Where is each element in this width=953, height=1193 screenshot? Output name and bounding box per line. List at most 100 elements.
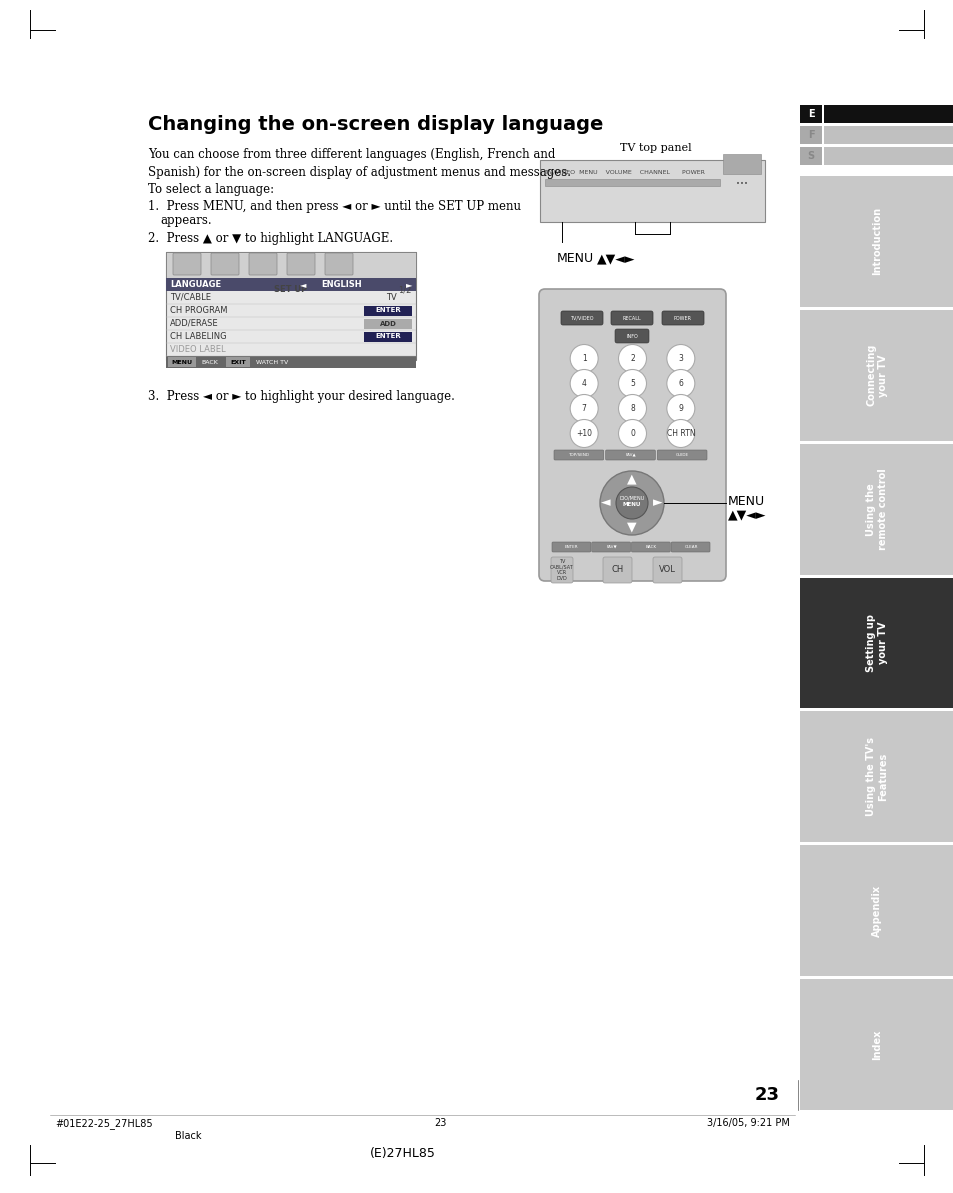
Bar [800, 147, 821, 165]
Text: +10: +10 [576, 429, 592, 438]
Text: ENGLISH: ENGLISH [320, 280, 361, 289]
Text: You can choose from three different languages (English, French and
Spanish) for : You can choose from three different lang… [148, 148, 571, 179]
Text: CH RTN: CH RTN [666, 429, 695, 438]
Bar [800, 979, 953, 1109]
Text: F: F [807, 130, 814, 140]
Text: BACK: BACK [201, 359, 217, 365]
FancyBboxPatch shape [631, 542, 670, 552]
Bar [226, 357, 250, 367]
Text: ADD/ERASE: ADD/ERASE [170, 319, 218, 328]
FancyBboxPatch shape [615, 329, 648, 344]
Bar [800, 177, 953, 307]
Text: SET UP: SET UP [274, 285, 307, 295]
Text: ►: ► [653, 496, 662, 509]
Circle shape [599, 471, 663, 534]
Text: CLEAR: CLEAR [683, 545, 698, 549]
FancyBboxPatch shape [325, 253, 353, 276]
Bar [823, 147, 953, 165]
Text: VOL: VOL [659, 565, 676, 575]
Bar [168, 357, 195, 367]
Bar [800, 105, 821, 123]
Text: TV/VIDEO: TV/VIDEO [570, 315, 593, 321]
Bar [800, 846, 953, 976]
Text: To select a language:: To select a language: [148, 183, 274, 196]
Text: #01E22-25_27HL85: #01E22-25_27HL85 [55, 1118, 152, 1129]
Text: 4: 4 [581, 379, 586, 388]
Circle shape [666, 345, 694, 372]
Bar [800, 711, 953, 842]
Text: BACK: BACK [645, 545, 657, 549]
Bar [364, 305, 412, 315]
Text: ◄: ◄ [600, 496, 610, 509]
FancyBboxPatch shape [652, 557, 681, 583]
Text: TV/VIDEO  MENU    VOLUME    CHANNEL      POWER: TV/VIDEO MENU VOLUME CHANNEL POWER [544, 169, 704, 175]
Text: Connecting
your TV: Connecting your TV [865, 344, 887, 407]
Text: 5: 5 [629, 379, 635, 388]
Text: CH: CH [611, 565, 623, 575]
Text: INFO: INFO [625, 334, 638, 339]
Text: MENU: MENU [622, 502, 640, 507]
Bar [800, 126, 821, 144]
Text: 9: 9 [678, 404, 682, 413]
Text: S: S [806, 152, 814, 161]
FancyBboxPatch shape [211, 253, 239, 276]
Bar [823, 126, 953, 144]
Circle shape [618, 420, 646, 447]
Text: MENU: MENU [172, 359, 193, 365]
Circle shape [618, 345, 646, 372]
Text: GUIDE: GUIDE [675, 453, 688, 457]
Text: DIO/MENU: DIO/MENU [618, 495, 644, 501]
FancyBboxPatch shape [554, 450, 603, 460]
Text: MENU: MENU [557, 252, 594, 265]
Text: 2.  Press ▲ or ▼ to highlight LANGUAGE.: 2. Press ▲ or ▼ to highlight LANGUAGE. [148, 231, 393, 245]
Text: Introduction: Introduction [871, 208, 882, 276]
Text: ▼: ▼ [626, 520, 637, 533]
Bar [722, 154, 760, 174]
Text: Using the TV's
Features: Using the TV's Features [865, 737, 887, 816]
Circle shape [666, 395, 694, 422]
Text: ►: ► [405, 280, 412, 289]
FancyBboxPatch shape [172, 253, 201, 276]
Circle shape [570, 370, 598, 397]
Text: 6: 6 [678, 379, 682, 388]
Text: 23: 23 [434, 1118, 446, 1129]
Text: ◄: ◄ [300, 280, 307, 289]
Text: RECALL: RECALL [622, 315, 640, 321]
Text: •••: ••• [735, 181, 747, 187]
Text: 8: 8 [630, 404, 634, 413]
Text: CH LABELING: CH LABELING [170, 332, 227, 341]
Text: 3.  Press ◄ or ► to highlight your desired language.: 3. Press ◄ or ► to highlight your desire… [148, 390, 455, 403]
Text: Appendix: Appendix [871, 885, 882, 937]
FancyBboxPatch shape [602, 557, 631, 583]
Text: E: E [807, 109, 814, 119]
Text: TV top panel: TV top panel [619, 143, 691, 153]
Text: CH PROGRAM: CH PROGRAM [170, 305, 227, 315]
FancyBboxPatch shape [551, 557, 573, 583]
Text: VIDEO LABEL: VIDEO LABEL [170, 345, 226, 354]
Circle shape [616, 487, 647, 519]
FancyBboxPatch shape [605, 450, 655, 460]
Bar [166, 252, 416, 278]
Bar [364, 319, 412, 328]
Text: ADD: ADD [379, 321, 396, 327]
Bar [539, 160, 764, 222]
Text: ENTER: ENTER [564, 545, 578, 549]
Text: 1.  Press MENU, and then press ◄ or ► until the SET UP menu: 1. Press MENU, and then press ◄ or ► unt… [148, 200, 520, 214]
FancyBboxPatch shape [249, 253, 276, 276]
Bar [800, 444, 953, 575]
Circle shape [618, 395, 646, 422]
FancyBboxPatch shape [552, 542, 590, 552]
Bar [166, 356, 416, 367]
Text: ENTER: ENTER [375, 334, 400, 340]
Bar [166, 252, 416, 360]
Text: ▲: ▲ [626, 472, 637, 486]
FancyBboxPatch shape [671, 542, 709, 552]
Text: 1: 1 [581, 354, 586, 363]
Circle shape [570, 420, 598, 447]
Circle shape [570, 395, 598, 422]
Circle shape [570, 345, 598, 372]
Text: 1/2: 1/2 [397, 285, 411, 295]
Circle shape [666, 370, 694, 397]
FancyBboxPatch shape [610, 311, 652, 324]
Text: Using the
remote control: Using the remote control [865, 469, 887, 550]
